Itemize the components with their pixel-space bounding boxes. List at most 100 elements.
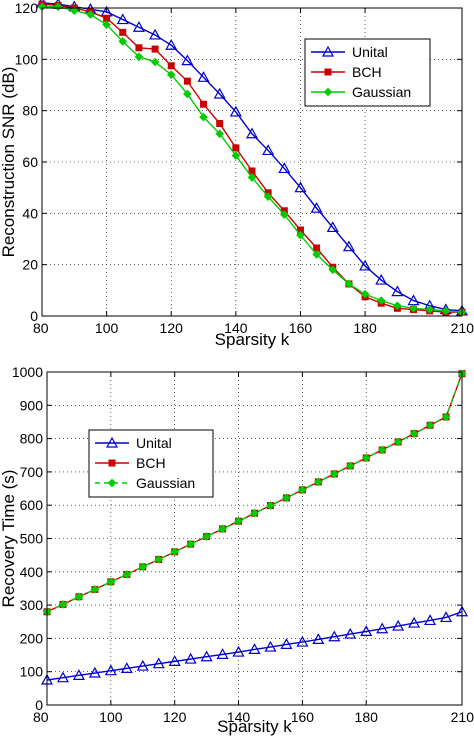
data-point bbox=[218, 524, 227, 534]
data-point bbox=[441, 412, 451, 422]
data-point bbox=[166, 70, 176, 80]
data-point bbox=[167, 62, 175, 70]
data-point bbox=[197, 71, 210, 82]
data-point bbox=[441, 306, 451, 316]
data-point bbox=[391, 285, 404, 297]
y-tick-label: 100 bbox=[15, 51, 39, 67]
y-tick-label: 900 bbox=[20, 397, 44, 413]
data-point bbox=[106, 577, 116, 587]
y-tick-label: 800 bbox=[20, 431, 44, 447]
data-point bbox=[181, 54, 194, 66]
x-tick-label: 180 bbox=[353, 320, 377, 336]
legend-marker bbox=[108, 459, 116, 467]
data-point bbox=[360, 289, 370, 299]
data-point bbox=[248, 643, 261, 654]
data-point bbox=[282, 493, 291, 503]
data-point bbox=[202, 532, 211, 541]
legend: Unital BCH Gaussian bbox=[88, 429, 214, 498]
x-tick-label: 100 bbox=[95, 320, 119, 336]
data-point bbox=[328, 630, 341, 642]
data-point bbox=[132, 21, 145, 32]
legend-label: Gaussian bbox=[352, 84, 411, 100]
data-point bbox=[393, 437, 403, 447]
data-point bbox=[424, 614, 437, 626]
y-tick-label: 1000 bbox=[12, 364, 43, 380]
data-point bbox=[136, 659, 149, 671]
data-point bbox=[53, 2, 63, 12]
data-point bbox=[344, 279, 354, 289]
data-point bbox=[298, 485, 307, 495]
x-tick-label: 120 bbox=[163, 709, 187, 725]
data-point bbox=[296, 635, 309, 647]
x-tick-label: 120 bbox=[160, 320, 184, 336]
data-point bbox=[231, 151, 241, 160]
data-point bbox=[264, 640, 277, 652]
data-point bbox=[213, 87, 226, 99]
data-point bbox=[360, 625, 373, 637]
data-point bbox=[392, 619, 405, 631]
data-point bbox=[359, 259, 372, 271]
data-point bbox=[409, 303, 418, 313]
data-point bbox=[120, 662, 133, 673]
plot-frame bbox=[46, 371, 463, 706]
legend-marker bbox=[321, 45, 335, 57]
y-axis-label: Reconstruction SNR (dB) bbox=[0, 67, 18, 258]
y-tick-label: 60 bbox=[22, 154, 38, 170]
data-point bbox=[183, 89, 192, 99]
data-point bbox=[425, 305, 434, 314]
data-point bbox=[154, 555, 164, 564]
x-tick-label: 140 bbox=[224, 320, 248, 336]
y-tick-label: 200 bbox=[20, 630, 44, 646]
data-point bbox=[262, 144, 275, 156]
x-tick-label: 100 bbox=[99, 709, 123, 725]
y-tick-label: 700 bbox=[20, 464, 44, 480]
data-point bbox=[122, 570, 132, 579]
legend: Unital BCH Gaussian bbox=[304, 38, 431, 107]
legend-marker bbox=[107, 478, 117, 488]
y-tick-label: 400 bbox=[20, 564, 44, 580]
legend-marker bbox=[323, 87, 333, 97]
data-point bbox=[409, 429, 419, 438]
data-point bbox=[234, 516, 243, 526]
legend-label: Unital bbox=[352, 44, 388, 60]
data-point bbox=[149, 28, 162, 40]
data-point bbox=[86, 10, 95, 19]
data-point bbox=[440, 611, 453, 623]
data-point bbox=[165, 38, 178, 50]
x-axis-label: Sparsity k bbox=[217, 717, 292, 736]
x-tick-label: 140 bbox=[227, 709, 251, 725]
data-point bbox=[119, 28, 127, 36]
data-point bbox=[361, 453, 371, 463]
chart-2: 80 100 120 140 160 180 210 0 100 200 300 400 500 600 7… bbox=[0, 364, 474, 736]
data-point bbox=[200, 650, 213, 662]
data-point bbox=[168, 655, 181, 666]
data-point bbox=[280, 210, 289, 219]
data-point bbox=[296, 230, 305, 240]
data-point bbox=[102, 20, 111, 29]
legend-label: Gaussian bbox=[136, 475, 195, 491]
data-point bbox=[215, 129, 224, 139]
data-point bbox=[56, 671, 69, 683]
data-point bbox=[247, 173, 257, 182]
data-point bbox=[135, 44, 143, 52]
gridlines bbox=[42, 8, 462, 316]
data-point bbox=[170, 547, 179, 557]
x-tick-label: 80 bbox=[33, 320, 49, 336]
data-point bbox=[90, 585, 100, 594]
y-tick-label: 40 bbox=[22, 205, 38, 221]
y-tick-label: 500 bbox=[20, 531, 44, 547]
data-point bbox=[245, 127, 259, 139]
data-point bbox=[58, 600, 68, 609]
data-point bbox=[330, 469, 339, 479]
data-point bbox=[183, 77, 191, 85]
data-point bbox=[294, 181, 307, 193]
data-point bbox=[104, 664, 117, 676]
data-point bbox=[375, 273, 388, 285]
data-point bbox=[232, 144, 240, 152]
data-point bbox=[312, 250, 321, 259]
y-axis-label: Recovery Time (s) bbox=[0, 470, 18, 608]
x-tick-label: 160 bbox=[289, 320, 313, 336]
data-point bbox=[263, 192, 273, 201]
data-point bbox=[151, 45, 159, 53]
